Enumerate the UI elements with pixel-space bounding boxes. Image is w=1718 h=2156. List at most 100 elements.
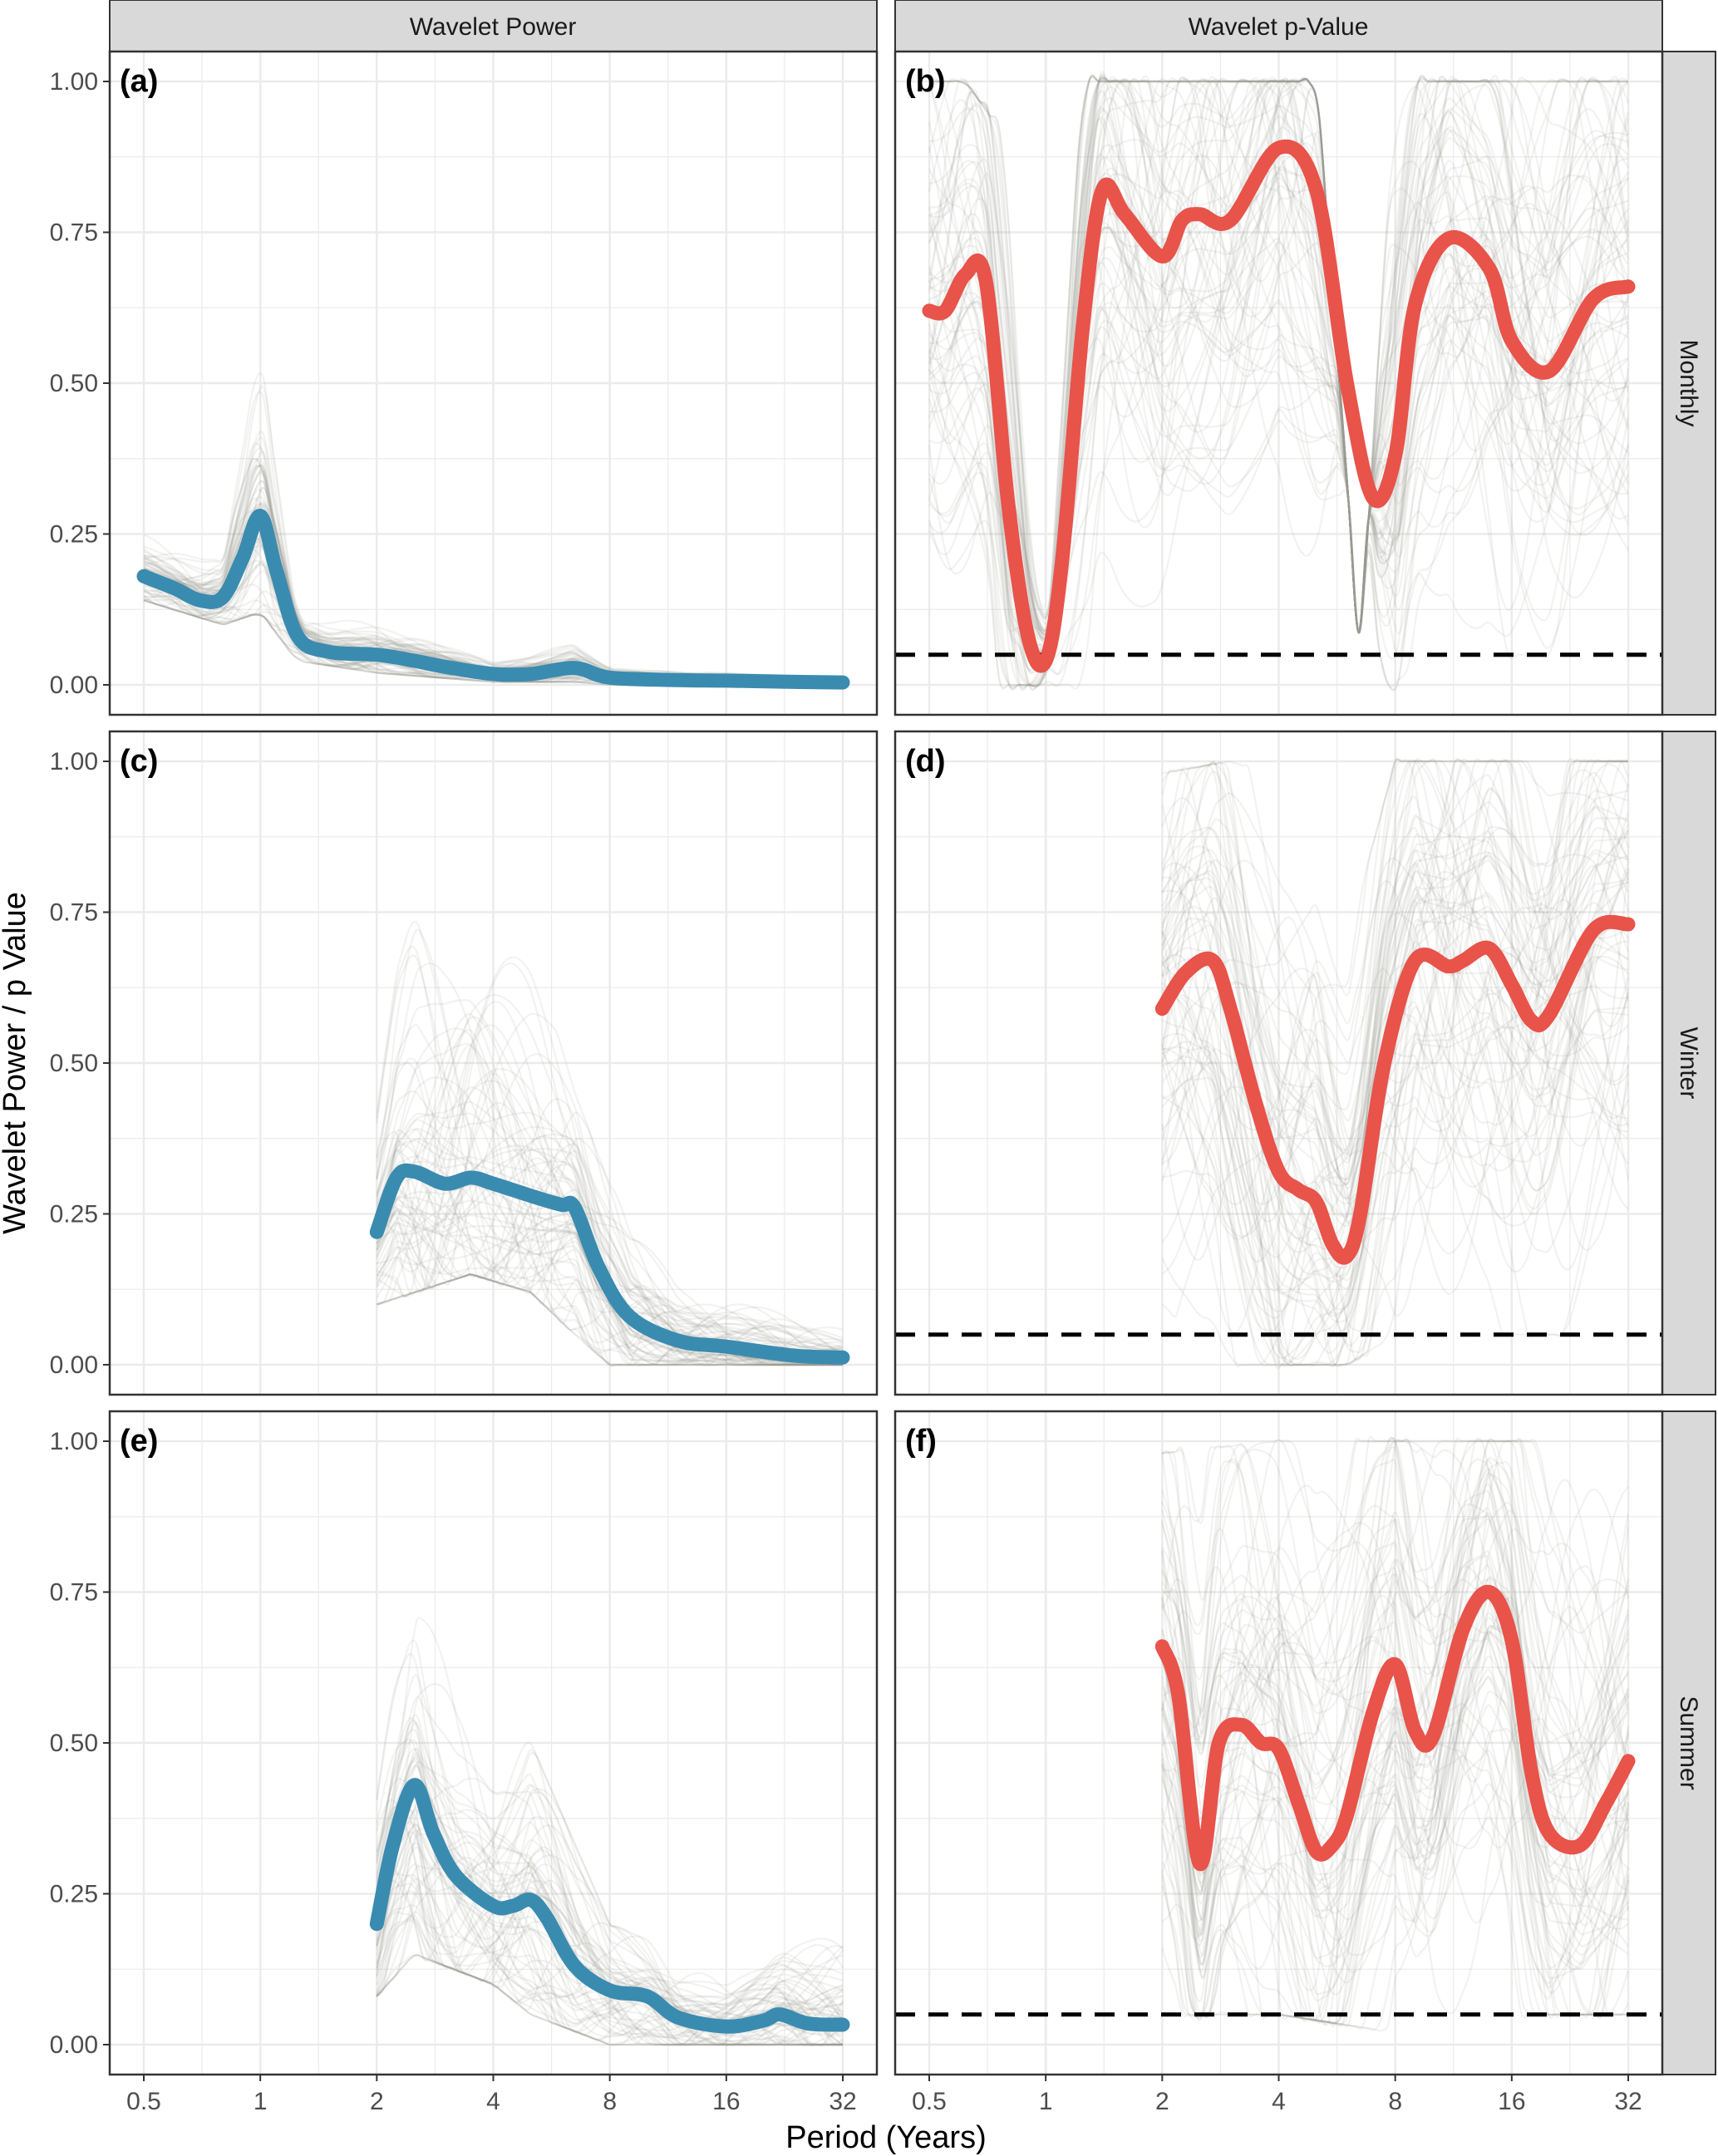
y-tick-label: 0.25 — [50, 1201, 98, 1228]
ensemble-line — [376, 1791, 844, 2045]
ensemble-line — [1161, 815, 1629, 1155]
ensemble-line — [1161, 830, 1629, 1205]
ensemble-line — [1161, 771, 1630, 1205]
ensemble-line — [376, 1757, 844, 2021]
ensemble-line — [1161, 769, 1630, 1250]
ensemble-line — [376, 962, 843, 1366]
ensemble-line — [928, 76, 1629, 634]
ensemble-line — [376, 1143, 843, 1366]
y-tick-label: 1.00 — [50, 1428, 98, 1455]
ensemble-line — [928, 77, 1630, 657]
ensemble-line — [1161, 1522, 1630, 1966]
x-tick-label: 16 — [1498, 2088, 1525, 2115]
ensemble-line — [376, 920, 844, 1366]
ensemble-line — [1161, 1438, 1629, 1957]
ensemble-line — [1161, 1595, 1629, 2028]
y-tick-label: 0.00 — [50, 672, 98, 699]
chart-panel: (e) — [108, 1410, 879, 2076]
y-tick-label: 0.50 — [50, 1050, 98, 1077]
ensemble-line — [1161, 757, 1628, 1263]
plot-area — [369, 1617, 850, 2047]
ensemble-line — [376, 1760, 844, 2036]
ensemble-line — [376, 1835, 844, 2046]
ensemble-line — [376, 1080, 844, 1366]
ensemble-line — [376, 1752, 844, 2019]
ensemble-line — [376, 1199, 844, 1363]
ensemble-line — [1161, 829, 1630, 1174]
ensemble-line — [376, 1140, 844, 1353]
ensemble-line — [1161, 806, 1630, 1253]
ensemble-line — [1161, 1565, 1630, 1969]
ensemble-line — [1161, 1483, 1628, 2031]
ensemble-line — [1161, 1010, 1629, 1334]
ensemble-line — [1161, 1578, 1630, 2017]
chart-panels: (a) (b) (c) (d) (e) (f) — [108, 50, 1664, 2076]
y-tick-label: 0.25 — [50, 1881, 98, 1908]
x-tick-label: 4 — [1272, 2088, 1286, 2115]
ensemble-line — [377, 1273, 844, 1356]
panel-tag: (f) — [905, 1424, 937, 1459]
y-tick-label: 1.00 — [50, 68, 98, 96]
plot-area — [895, 71, 1662, 692]
ensemble-line — [376, 1841, 843, 2046]
ensemble-line — [376, 1890, 844, 2006]
ensemble-line — [1161, 909, 1629, 1315]
ensemble-line — [1161, 759, 1628, 1159]
ensemble-line — [1161, 1438, 1630, 1846]
mean-power-line — [369, 1778, 850, 2034]
panel-tag: (c) — [120, 744, 158, 779]
ensemble-line — [1161, 790, 1629, 1164]
ensemble-line — [1161, 1704, 1629, 1973]
ensemble-line — [1161, 1435, 1630, 1991]
ensemble-line — [376, 954, 844, 1366]
ensemble-line — [1161, 881, 1629, 1228]
ensemble-line — [1161, 1644, 1630, 1980]
y-tick-label: 1.00 — [50, 748, 98, 775]
ensemble-line — [929, 76, 1630, 636]
x-tick-label: 8 — [1388, 2088, 1402, 2115]
ensemble-line — [1161, 1440, 1629, 1893]
panel-tag: (a) — [120, 64, 158, 99]
ensemble-line — [1162, 760, 1630, 1313]
plot-area — [136, 372, 850, 690]
ensemble-line — [376, 1899, 844, 2046]
y-tick-label: 0.75 — [50, 899, 98, 927]
ensemble-line — [376, 945, 844, 1366]
ensemble-line — [376, 1012, 844, 1366]
ensemble-line — [376, 1000, 843, 1366]
ensemble-line — [376, 1788, 844, 2046]
row-strip-background — [1661, 1410, 1716, 2075]
y-axis-title: Wavelet Power / p Value — [0, 892, 32, 1234]
x-tick-label: 4 — [486, 2088, 500, 2115]
panel-border — [893, 730, 1664, 1396]
ensemble-line — [929, 76, 1629, 691]
ensemble-line — [1161, 1458, 1630, 2021]
ensemble-line — [1161, 826, 1630, 1366]
y-tick-label: 0.50 — [50, 1730, 98, 1757]
ensemble-line — [928, 76, 1630, 634]
ensemble-line — [1161, 1459, 1628, 2032]
ensemble-line — [1161, 826, 1629, 1258]
mean-p-value-line — [922, 139, 1636, 673]
ensemble-line — [1161, 758, 1628, 1275]
y-tick-label: 0.00 — [50, 1351, 98, 1379]
ensemble-line — [376, 1792, 844, 2046]
ensemble-line — [376, 1741, 844, 2047]
row-strip-summer: Summer — [1675, 1696, 1702, 1789]
y-tick-label: 0.75 — [50, 219, 98, 247]
ensemble-line — [1161, 829, 1629, 1367]
ensemble-line — [1162, 1439, 1630, 2022]
mean-p-value-line — [1154, 1584, 1636, 1871]
ensemble-line — [376, 1053, 844, 1361]
ensemble-line — [1161, 1668, 1629, 2002]
ensemble-line — [376, 1028, 844, 1366]
ensemble-line — [1161, 1519, 1630, 1895]
ensemble-line — [1161, 757, 1629, 1354]
x-tick-label: 16 — [712, 2088, 740, 2115]
ensemble-line — [1162, 825, 1630, 1366]
ensemble-line — [376, 1076, 844, 1351]
ensemble-line — [376, 1027, 844, 1366]
ensemble-line — [1161, 1601, 1630, 2016]
ensemble-line — [1161, 757, 1628, 1240]
